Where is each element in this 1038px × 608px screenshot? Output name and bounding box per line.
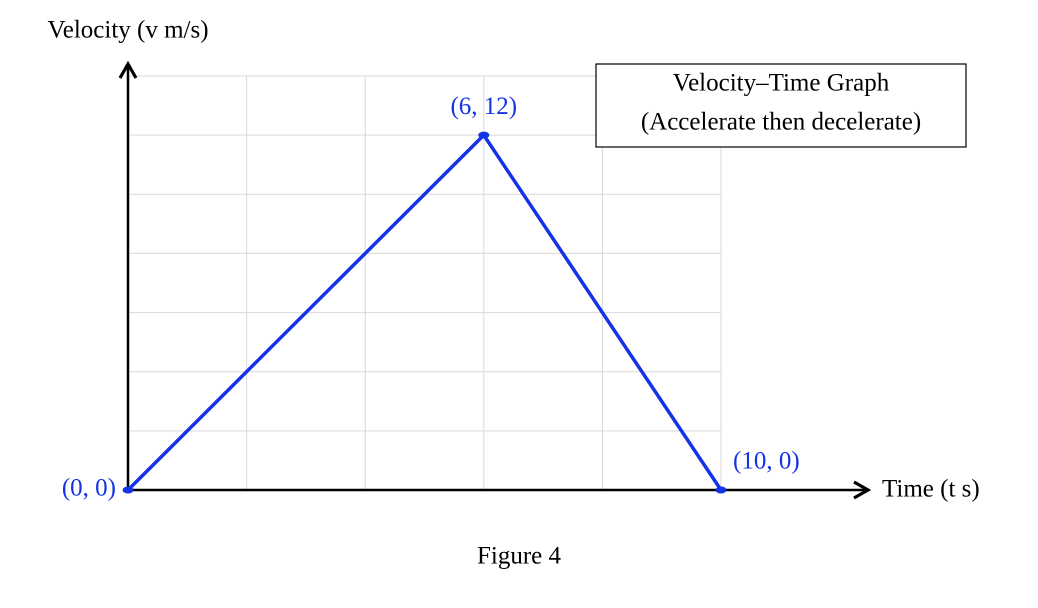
point-label: (6, 12) [450, 93, 517, 120]
caption: Figure 4 [477, 543, 562, 570]
chart-subtitle: (Accelerate then decelerate) [641, 109, 921, 136]
data-point [122, 486, 134, 494]
point-label: (10, 0) [733, 448, 800, 475]
y-axis-label: Velocity (v m/s) [47, 17, 208, 44]
chart-title: Velocity–Time Graph [673, 70, 890, 97]
x-axis-label: Time (t s) [882, 476, 980, 503]
data-point [715, 486, 727, 494]
title-box [595, 63, 967, 148]
data-point [478, 131, 490, 139]
point-label: (0, 0) [62, 475, 116, 502]
